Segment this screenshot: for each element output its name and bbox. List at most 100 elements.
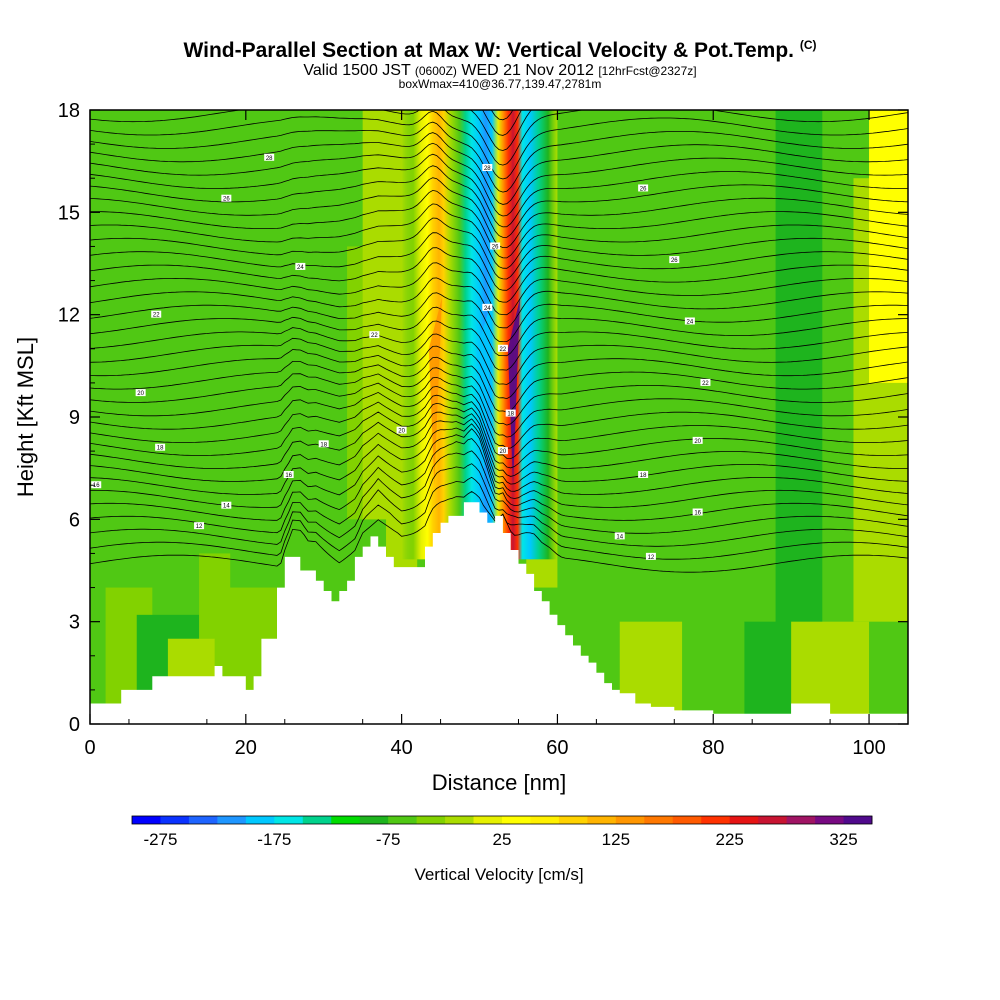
y-tick-label: 12 [58, 305, 80, 327]
svg-text:12: 12 [196, 524, 203, 530]
x-tick-label: 20 [235, 737, 257, 759]
colorbar-swatch [188, 816, 218, 824]
isentrope-line [90, 0, 908, 18]
colorbar-swatch [786, 816, 816, 824]
isentrope-line [90, 165, 908, 238]
svg-text:20: 20 [500, 449, 507, 455]
isentrope-label: 20 [692, 436, 703, 445]
y-tick-label: 9 [69, 407, 80, 429]
svg-text:22: 22 [371, 333, 378, 339]
colorbar-swatch [274, 816, 304, 824]
isentrope-line [90, 49, 908, 104]
svg-text:24: 24 [297, 265, 304, 271]
colorbar-swatch [644, 816, 674, 824]
svg-text:12: 12 [648, 555, 655, 561]
isentrope-line [90, 423, 908, 495]
velocity-bands [401, 110, 558, 560]
isentrope-line [90, 110, 908, 166]
svg-text:16: 16 [93, 483, 100, 489]
isentrope-line [469, 110, 533, 151]
isentrope-line [90, 411, 908, 477]
svg-text:26: 26 [640, 186, 647, 192]
y-tick-label: 18 [58, 100, 80, 122]
isentrope-line [482, 110, 522, 136]
isentrope-line [90, 292, 908, 343]
isentrope-label: 28 [482, 163, 493, 172]
isentrope-line [90, 376, 908, 438]
x-tick-label: 100 [852, 737, 885, 759]
svg-text:16: 16 [694, 511, 701, 517]
x-tick-label: 40 [390, 737, 412, 759]
colorbar-swatch [502, 816, 531, 824]
isentrope-label: 18 [155, 443, 166, 452]
svg-text:26: 26 [671, 258, 678, 264]
isentrope-label: 16 [692, 508, 703, 517]
colorbar-swatch [530, 816, 560, 824]
isentrope-label: 22 [369, 331, 380, 339]
colorbar-swatch [473, 816, 503, 824]
colorbar: -275 -175 -75 25 125 225 325 [131, 815, 873, 849]
colorbar-tick-label: -275 [143, 830, 177, 849]
colorbar-tick-label: 125 [602, 830, 630, 849]
svg-text:24: 24 [687, 319, 694, 325]
svg-text:22: 22 [702, 381, 709, 387]
copyright-mark: (C) [799, 38, 817, 52]
chart-title: Wind-Parallel Section at Max W: Vertical… [0, 38, 1000, 63]
y-tick-label: 6 [69, 509, 80, 531]
isentrope-label: 12 [645, 552, 656, 561]
colorbar-swatch [359, 816, 389, 824]
isentrope-label: 28 [264, 153, 275, 162]
velocity-band-core [428, 297, 442, 486]
x-tick-label: 0 [84, 737, 95, 759]
isentrope-label: 22 [700, 378, 711, 387]
isentrope-label: 14 [614, 532, 625, 540]
y-tick-label: 0 [69, 714, 80, 736]
colorbar-label: Vertical Velocity [cm/s] [414, 865, 583, 884]
svg-text:28: 28 [484, 166, 491, 172]
colorbar-tick-label: -175 [257, 830, 291, 849]
isentrope-line [90, 402, 908, 469]
isentrope-line [90, 345, 908, 400]
colorbar-tick-label: 25 [493, 830, 512, 849]
colorbar-swatch [132, 816, 161, 824]
colorbar-swatch [217, 816, 247, 824]
colorbar-frame [131, 815, 873, 825]
plot-area: 28 26 24 22 22 20 18 16 18 16 20 14 12 28 26 24 22 18 20 18… [90, 0, 908, 724]
svg-text:14: 14 [223, 504, 230, 510]
colorbar-swatch [815, 816, 844, 824]
colorbar-swatch [701, 816, 731, 824]
isentrope-label: 26 [490, 242, 501, 250]
isentrope-label: 24 [684, 317, 695, 325]
svg-text:24: 24 [484, 306, 491, 312]
isentrope-label: 26 [638, 184, 649, 192]
x-axis-label: Distance [nm] [432, 770, 567, 795]
isentrope-label: 24 [295, 262, 306, 271]
velocity-patch [682, 553, 745, 724]
velocity-patch [869, 110, 908, 383]
svg-text:20: 20 [398, 429, 405, 435]
isentrope-label: 18 [505, 409, 516, 418]
svg-text:18: 18 [320, 442, 327, 448]
isentrope-line [90, 277, 908, 329]
isentrope-label: 14 [221, 501, 232, 510]
valid-utc: (0600Z) [414, 64, 457, 78]
colorbar-swatch [388, 816, 418, 824]
isentrope-line [490, 110, 514, 121]
isentrope-label: 22 [151, 310, 162, 319]
svg-text:28: 28 [266, 156, 273, 162]
svg-text:22: 22 [153, 313, 160, 319]
isentrope-label: 18 [318, 440, 329, 448]
isentrope-label: 20 [497, 447, 508, 455]
isentrope-line [90, 394, 908, 460]
isentrope-line [90, 153, 908, 228]
isentrope-line [90, 385, 908, 449]
isentrope-label: 26 [669, 256, 680, 264]
colorbar-swatch [672, 816, 702, 824]
isentrope-line [90, 217, 908, 280]
colorbar-swatch [245, 816, 275, 824]
colorbar-swatch [758, 816, 788, 824]
y-axis-ticks: 0 3 6 9 12 15 18 [58, 100, 908, 736]
terrain-mask [90, 502, 908, 724]
svg-text:14: 14 [616, 534, 623, 540]
